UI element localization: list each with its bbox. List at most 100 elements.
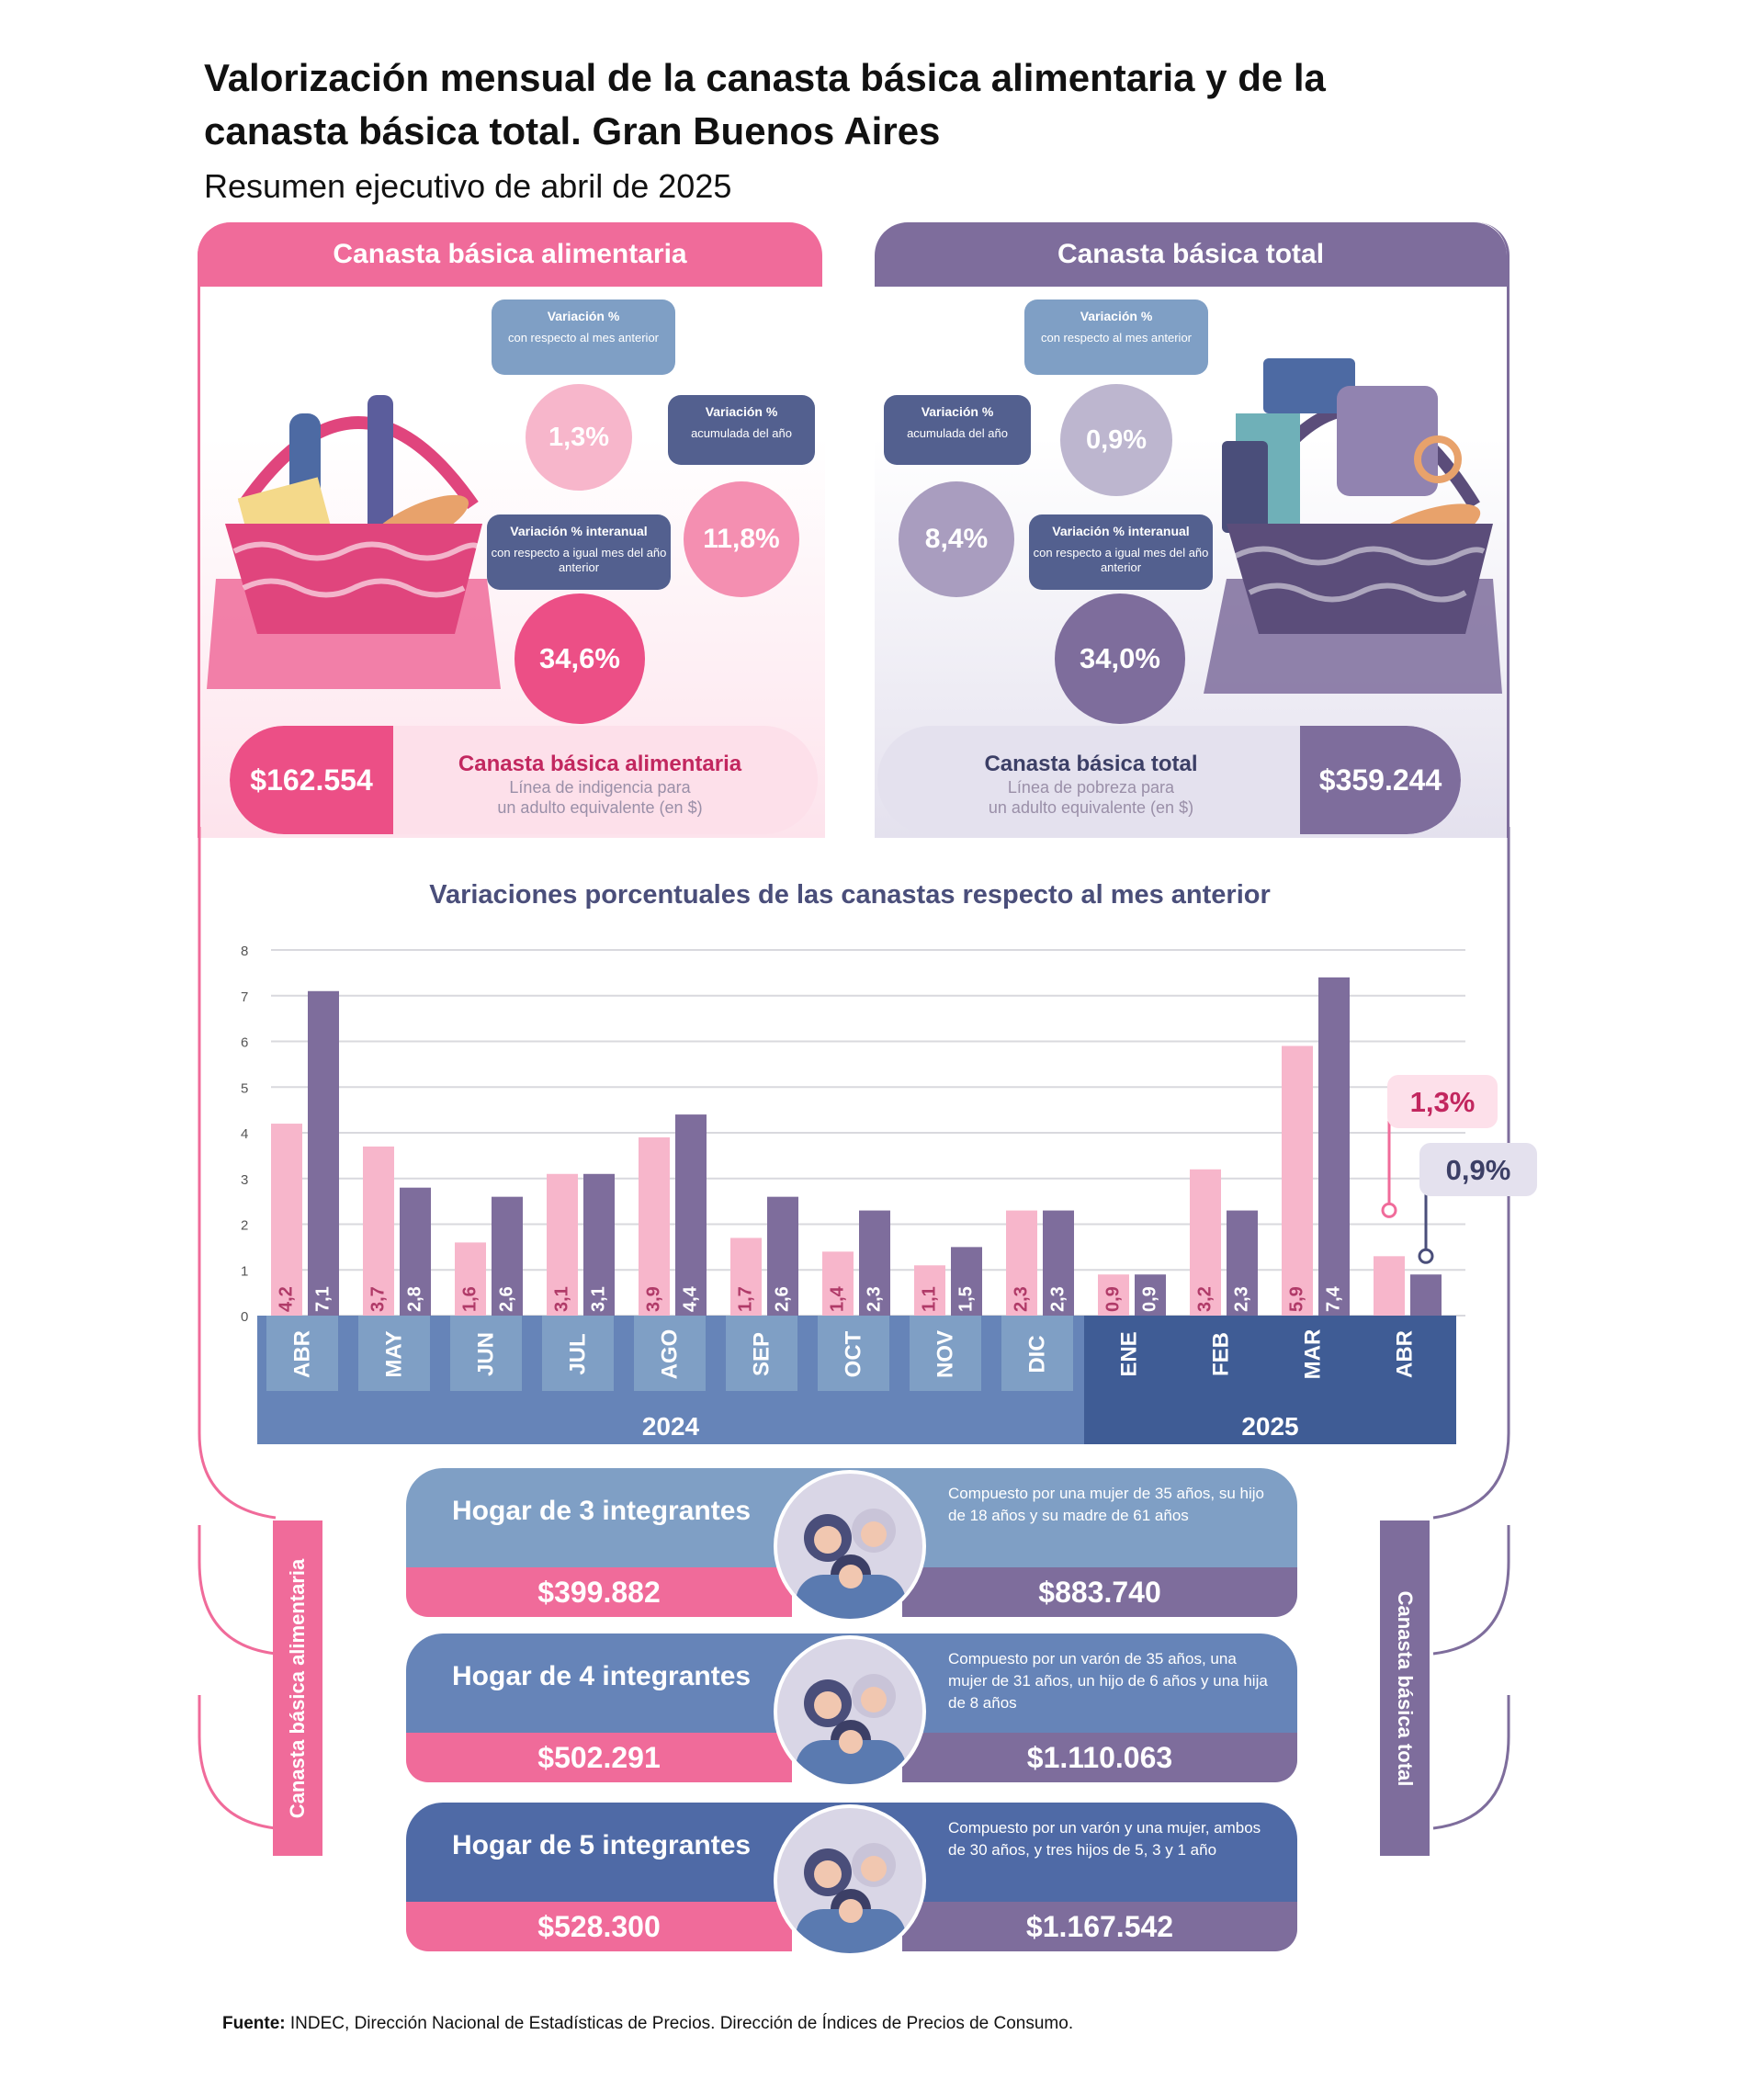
cba-var-mensual-bubble: Variación % con respecto al mes anterior [492, 300, 675, 375]
y-tick-label: 0 [241, 1309, 248, 1325]
data-label: 7,1 [312, 1286, 333, 1312]
household-cbt-price: $1.110.063 [902, 1733, 1297, 1782]
cbt-price-text: Canasta básica total Línea de pobreza pa… [887, 726, 1295, 834]
cbt-price-sub1: Línea de pobreza para [1007, 778, 1175, 797]
bar [822, 1251, 854, 1316]
month-tab [1185, 1316, 1257, 1391]
cbt-var-acum-value: 8,4% [899, 481, 1014, 597]
cbt-var-mensual-label: Variación % [1080, 309, 1153, 323]
bar [1190, 1169, 1221, 1316]
callout-label: 0,9% [1446, 1154, 1511, 1186]
data-label: 3,9 [643, 1286, 663, 1312]
side-cbt-label: Canasta básica total [1380, 1520, 1430, 1856]
data-label: 2,3 [864, 1286, 884, 1312]
side-cba-label: Canasta básica alimentaria [273, 1520, 322, 1856]
bar [492, 1196, 523, 1316]
page-subtitle: Resumen ejecutivo de abril de 2025 [204, 167, 732, 205]
data-label: 2,8 [404, 1286, 424, 1312]
x-tick-label: JUN [473, 1332, 498, 1376]
household-cbt-price: $883.740 [902, 1567, 1297, 1617]
household-cbt-price: $1.167.542 [902, 1902, 1297, 1951]
x-tick-label: ABR [289, 1330, 314, 1378]
cba-var-acum-label: Variación % [705, 404, 778, 419]
x-tick-label: MAY [381, 1330, 406, 1377]
cbt-var-inter-value: 34,0% [1055, 593, 1185, 724]
household-label: Hogar de 4 integrantes [452, 1661, 752, 1691]
footer-text: INDEC, Dirección Nacional de Estadística… [289, 2014, 1074, 2033]
household-label: Hogar de 3 integrantes [452, 1496, 752, 1526]
data-label: 1,4 [827, 1285, 847, 1312]
cba-price-title: Canasta básica alimentaria [458, 752, 742, 776]
cbt-price-sub2: un adulto equivalente (en $) [988, 798, 1194, 817]
data-label: 0,9 [1102, 1286, 1123, 1312]
month-tab [542, 1316, 614, 1391]
x-tick-label: FEB [1208, 1332, 1233, 1376]
cba-price-sub1: Línea de indigencia para [509, 778, 691, 797]
bar [859, 1210, 890, 1316]
x-tick-label: SEP [749, 1332, 774, 1376]
side-curves [198, 1525, 1510, 1830]
data-label: 3,7 [368, 1286, 388, 1312]
cbt-var-acum-label: Variación % [921, 404, 994, 419]
month-tab [634, 1316, 706, 1391]
data-label: 2,3 [1047, 1286, 1068, 1312]
bar [1043, 1210, 1074, 1316]
cba-price: $162.554 [230, 726, 393, 834]
footer-source: Fuente: INDEC, Dirección Nacional de Est… [222, 2014, 1073, 2034]
data-label: 3,1 [551, 1286, 571, 1312]
bar [583, 1173, 615, 1316]
bar [1282, 1046, 1313, 1316]
data-label: 1,5 [956, 1286, 976, 1312]
y-tick-label: 4 [241, 1126, 248, 1142]
footer-label: Fuente: [222, 2014, 286, 2033]
bar [767, 1196, 798, 1316]
bar [363, 1146, 394, 1316]
cba-var-inter-bubble: Variación % interanual con respecto a ig… [487, 514, 671, 590]
bar [1006, 1210, 1037, 1316]
household-card: Hogar de 5 integrantes Compuesto por un v… [406, 1803, 1297, 1957]
cbt-var-acum-bubble: Variación % acumulada del año [884, 395, 1031, 465]
bar [271, 1124, 302, 1316]
y-tick-label: 6 [241, 1035, 248, 1051]
data-label: 1,7 [735, 1286, 755, 1312]
data-label: 0,9 [1139, 1286, 1159, 1312]
data-label: 2,6 [772, 1286, 792, 1312]
cbt-price: $359.244 [1300, 726, 1461, 834]
y-tick-label: 3 [241, 1172, 248, 1188]
cbt-var-inter-label: Variación % interanual [1052, 524, 1190, 538]
bar [730, 1238, 762, 1316]
family-avatar-icon [774, 1804, 926, 1957]
month-tab [910, 1316, 981, 1391]
cbt-var-mensual-sub: con respecto al mes anterior [1040, 331, 1193, 345]
cba-var-acum-bubble: Variación % acumulada del año [668, 395, 815, 465]
x-tick-label: AGO [657, 1329, 682, 1380]
bar [1227, 1210, 1258, 1316]
callout-dot [1381, 1202, 1397, 1218]
cba-price-bar: $162.554 Canasta básica alimentaria Líne… [230, 726, 818, 834]
data-label: 5,9 [1286, 1286, 1306, 1312]
cba-var-inter-value: 34,6% [514, 593, 645, 724]
cba-var-mensual-value: 1,3% [526, 384, 632, 491]
bar [400, 1187, 431, 1316]
data-label: 4,2 [276, 1286, 296, 1312]
bar [1098, 1274, 1129, 1316]
x-tick-label: OCT [841, 1330, 865, 1377]
data-label: 4,4 [680, 1285, 700, 1312]
household-cba-price: $528.300 [406, 1902, 792, 1951]
data-label: 7,4 [1323, 1285, 1343, 1312]
data-label: 2,6 [496, 1286, 516, 1312]
month-tab [266, 1316, 338, 1391]
data-label: 1,1 [919, 1286, 939, 1312]
bar [914, 1265, 945, 1316]
x-tick-label: ABR [1392, 1330, 1417, 1378]
data-label: 2,3 [1231, 1286, 1251, 1312]
y-tick-label: 2 [241, 1218, 248, 1234]
household-card: Hogar de 4 integrantes Compuesto por un v… [406, 1633, 1297, 1788]
cba-var-mensual-label: Variación % [547, 309, 620, 323]
cbt-var-mensual-value: 0,9% [1060, 384, 1172, 496]
month-tab [818, 1316, 889, 1391]
y-tick-label: 5 [241, 1080, 248, 1096]
callout-box [1419, 1143, 1537, 1196]
cbt-var-inter-sub: con respecto a igual mes del año anterio… [1033, 546, 1209, 574]
data-label: 3,1 [588, 1286, 608, 1312]
